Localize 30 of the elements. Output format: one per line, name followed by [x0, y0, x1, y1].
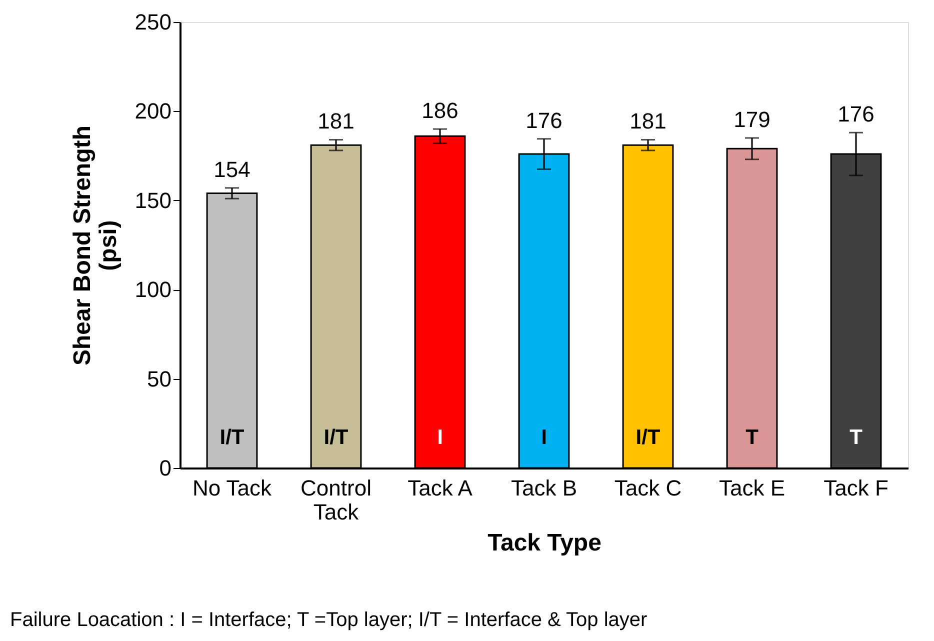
x-tick-label: Tack F — [824, 476, 888, 500]
data-label: 179 — [734, 106, 770, 132]
annotation: I/T — [636, 426, 660, 449]
data-label: 176 — [838, 102, 874, 127]
annotation: I/T — [220, 426, 244, 449]
annotation: T — [850, 426, 863, 449]
y-tick-label: 50 — [147, 366, 172, 392]
data-label: 176 — [526, 108, 562, 133]
y-tick-label: 150 — [134, 188, 172, 213]
y-tick-label: 0 — [159, 456, 172, 480]
annotation: I — [437, 426, 443, 449]
x-tick-label: Tack C — [614, 476, 682, 500]
annotation: I/T — [324, 426, 348, 449]
x-tick-label: Tack B — [510, 476, 578, 500]
data-label: 186 — [422, 98, 458, 124]
data-label: 154 — [214, 156, 250, 182]
annotation: T — [746, 426, 759, 449]
text: Failure Loacation : I = Interface; T =Top layer; I/T = Interface & Top layer — [10, 609, 648, 631]
y-tick-label: 250 — [134, 10, 172, 34]
annotation: I — [541, 426, 547, 449]
x-tick-label: Control Tack — [300, 476, 372, 524]
data-label: 181 — [630, 108, 666, 134]
x-tick-label: Tack A — [408, 476, 473, 500]
y-tick-label: 100 — [134, 277, 172, 302]
x-axis-title: Tack Type — [488, 530, 602, 556]
x-tick-label: No Tack — [192, 476, 273, 500]
x-tick-label: Tack E — [718, 476, 786, 500]
y-axis-title: Shear Bond Strength (psi) — [68, 125, 122, 366]
y-tick-label: 200 — [134, 98, 172, 124]
data-label: 181 — [318, 108, 354, 134]
